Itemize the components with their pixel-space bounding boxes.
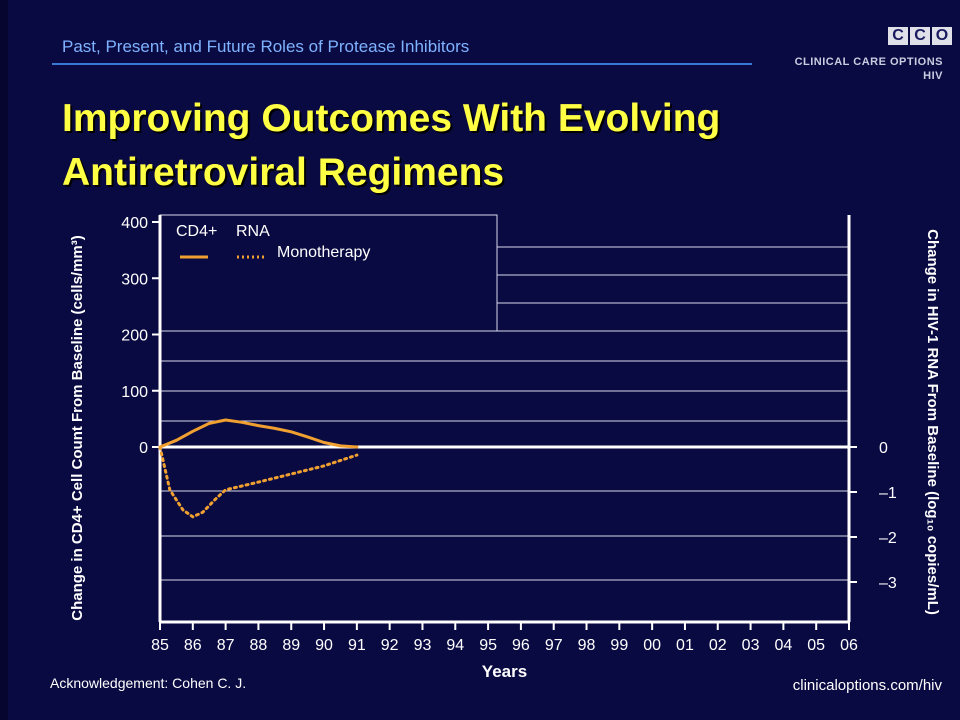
logo-letter-c2: C: [910, 27, 930, 45]
legend-header-rna: RNA: [236, 223, 270, 240]
section-header: Past, Present, and Future Roles of Prote…: [62, 37, 470, 56]
x-tick-label: 97: [545, 637, 563, 654]
header-divider: [52, 63, 752, 65]
brand-line-2: HIV: [923, 70, 943, 82]
title-line-2: Antiretroviral Regimens: [62, 151, 505, 194]
legend-header-cd4: CD4+: [176, 223, 217, 240]
x-tick-label: 05: [807, 637, 825, 654]
x-tick-label: 86: [184, 637, 202, 654]
footer-url: clinicaloptions.com/hiv: [792, 677, 942, 694]
x-tick-label: 01: [676, 637, 694, 654]
series-line-monotherapy-cd4: [158, 418, 359, 449]
left-tick-label: 100: [121, 384, 148, 401]
right-tick-label: 0: [879, 440, 888, 457]
x-tick-label: 00: [643, 637, 661, 654]
x-tick-label: 87: [217, 637, 235, 654]
x-tick-label: 85: [151, 637, 169, 654]
acknowledgement: Acknowledgement: Cohen C. J.: [50, 675, 247, 691]
x-tick-label: 95: [479, 637, 497, 654]
x-tick-label: 02: [709, 637, 727, 654]
slide-title: Improving Outcomes With Evolving Antiret…: [62, 92, 922, 200]
right-tick-label: –3: [879, 575, 897, 592]
left-tick-label: 300: [121, 271, 148, 288]
left-tick-label: 200: [121, 328, 148, 345]
left-tick-label: 0: [139, 440, 148, 457]
logo-letter-o: O: [932, 27, 952, 45]
x-tick-label: 98: [578, 637, 596, 654]
x-tick-label: 89: [282, 637, 300, 654]
left-axis-title: Change in CD4+ Cell Count From Baseline …: [69, 235, 86, 621]
x-tick-label: 99: [610, 637, 628, 654]
left-tick-label: 400: [121, 215, 148, 232]
x-tick-label: 03: [742, 637, 760, 654]
right-axis-title: Change in HIV-1 RNA From Baseline (log₁₀…: [924, 229, 941, 615]
right-tick-label: –1: [879, 485, 897, 502]
brand-name: CLINICAL CARE OPTIONS HIV: [795, 55, 943, 83]
title-line-1: Improving Outcomes With Evolving: [62, 97, 721, 140]
series-line-monotherapy-rna: [158, 445, 359, 519]
cco-logo: C C O: [886, 27, 952, 45]
x-tick-label: 93: [414, 637, 432, 654]
x-tick-label: 06: [840, 637, 858, 654]
x-tick-label: 91: [348, 637, 366, 654]
x-tick-label: 92: [381, 637, 399, 654]
x-tick-label: 94: [446, 637, 464, 654]
x-tick-label: 88: [250, 637, 268, 654]
left-edge-strip: [0, 0, 8, 720]
brand-line-1: CLINICAL CARE OPTIONS: [794, 56, 943, 68]
right-tick-label: –2: [879, 530, 897, 547]
x-tick-label: 96: [512, 637, 530, 654]
legend-label-monotherapy: Monotherapy: [277, 244, 370, 261]
x-axis-title: Years: [482, 662, 527, 681]
x-tick-label: 04: [774, 637, 792, 654]
x-tick-label: 90: [315, 637, 333, 654]
logo-letter-c1: C: [888, 27, 908, 45]
